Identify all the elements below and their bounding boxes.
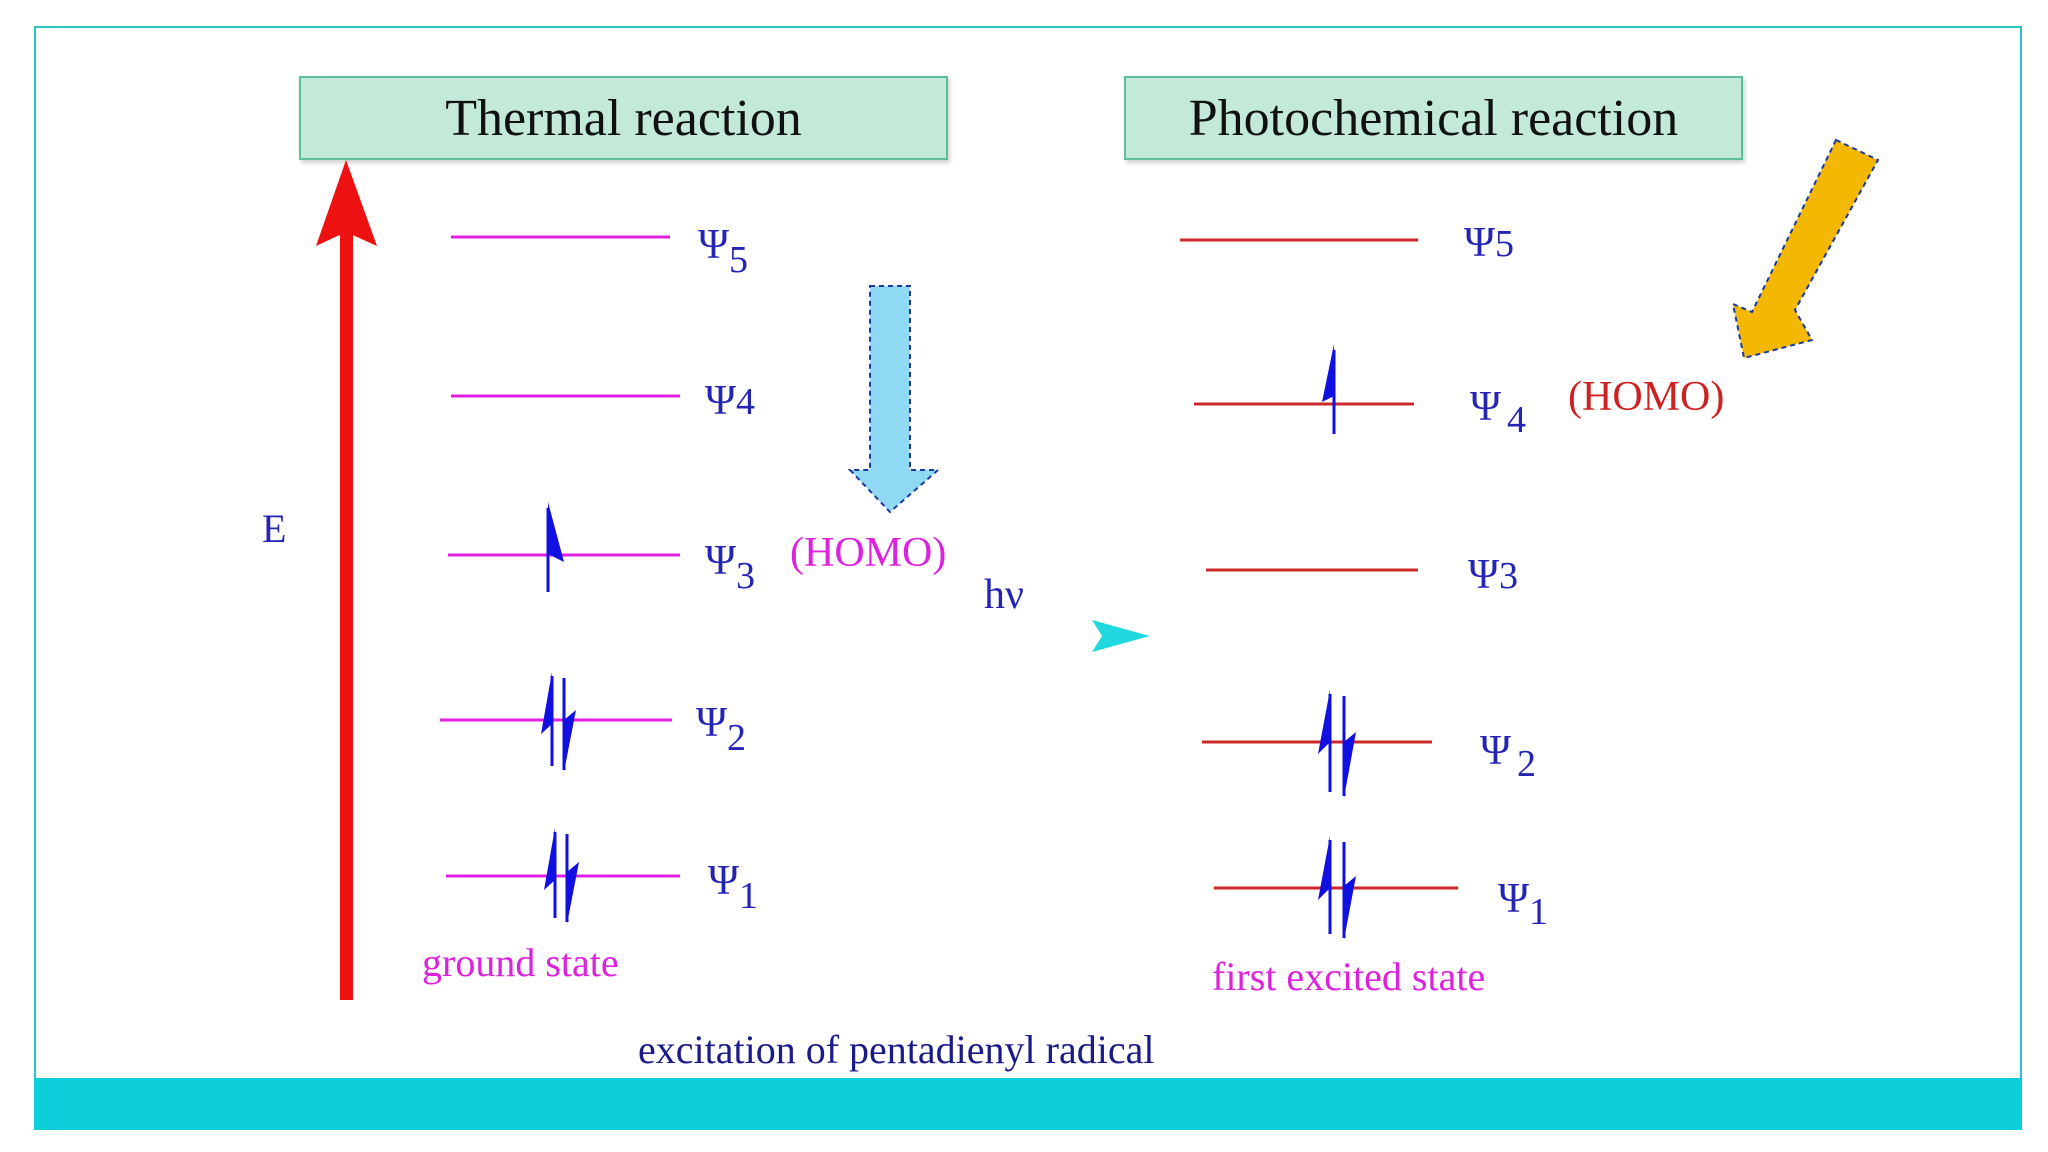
ground-psi2-label: Ψ2 (696, 700, 746, 759)
ground-psi3-label: Ψ3 (705, 538, 755, 597)
thermal-reaction-title: Thermal reaction (299, 76, 948, 160)
electron-pair-icon (1318, 836, 1356, 940)
ground-psi4-label: Ψ4 (705, 378, 755, 424)
transition-right-arrow-icon (832, 620, 1150, 652)
excited-state-levels (1180, 238, 1458, 890)
ground-state-caption: ground state (422, 940, 619, 985)
thermal-reaction-title-text: Thermal reaction (445, 89, 802, 147)
ground-psi1-label: Ψ1 (708, 858, 758, 917)
energy-label: E (262, 506, 286, 551)
hv-label: hν (984, 572, 1024, 618)
electron-up-icon (1322, 344, 1336, 434)
excited-psi5-label: Ψ5 (1464, 220, 1514, 266)
ground-state-labels: Ψ5 Ψ4 Ψ3 Ψ2 Ψ1 (HOMO) ground state (422, 222, 946, 985)
energy-axis-arrow-icon (316, 160, 377, 1000)
down-arrow-icon (847, 285, 941, 514)
excited-psi1-label: Ψ1 (1498, 876, 1548, 933)
ground-psi5-label: Ψ5 (698, 222, 748, 281)
slide-frame (34, 26, 2022, 1130)
diagram-caption: excitation of pentadienyl radical (638, 1027, 1154, 1072)
ground-state-electrons (541, 502, 579, 924)
ground-state-levels (440, 235, 680, 878)
excited-state-electrons (1318, 344, 1356, 940)
photochemical-reaction-title-text: Photochemical reaction (1188, 89, 1679, 147)
excited-psi3-label: Ψ3 (1468, 552, 1518, 598)
electron-pair-icon (544, 828, 579, 924)
ground-homo-label: (HOMO) (790, 530, 946, 576)
photochemical-reaction-title: Photochemical reaction (1124, 76, 1743, 160)
diagonal-down-left-arrow-icon (1731, 138, 1880, 360)
electron-pair-icon (1318, 690, 1356, 798)
bottom-bar (34, 1078, 2022, 1130)
electron-up-icon (546, 502, 564, 592)
electron-pair-icon (541, 672, 576, 772)
excited-state-caption: first excited state (1212, 954, 1485, 999)
excited-homo-label: (HOMO) (1568, 374, 1724, 420)
